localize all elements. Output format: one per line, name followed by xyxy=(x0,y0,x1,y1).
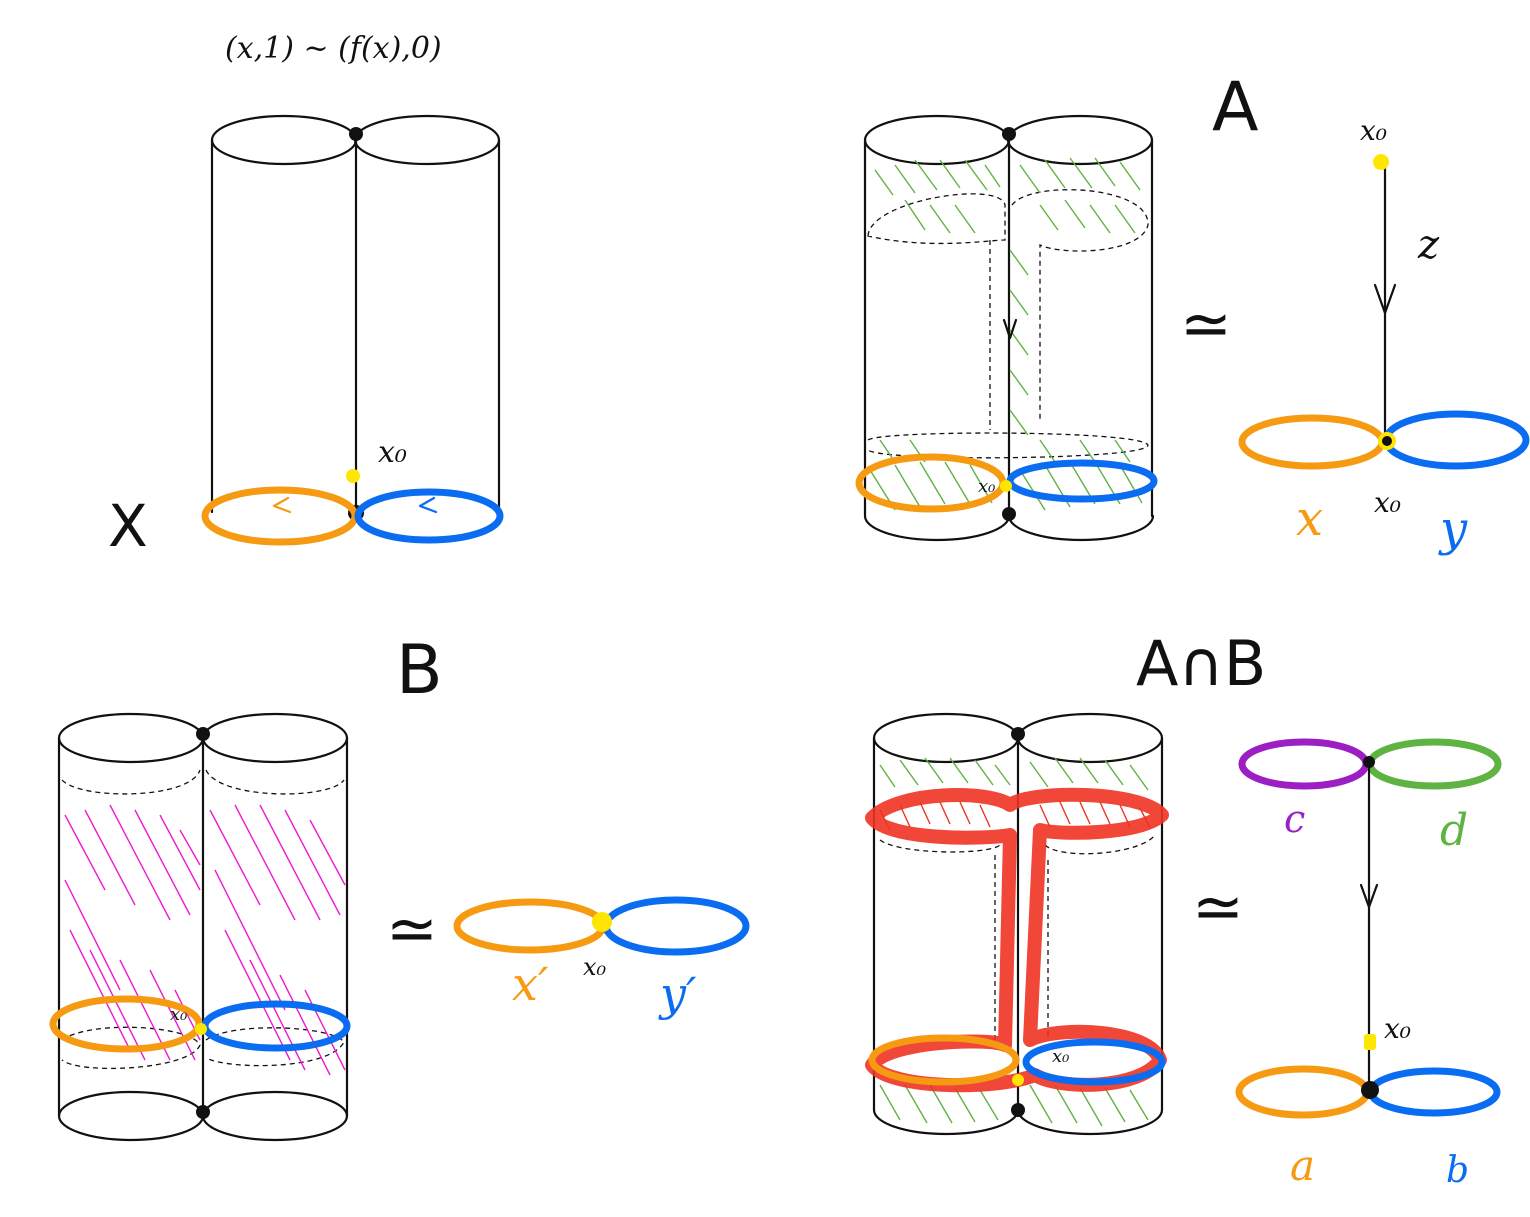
hatching-green-a xyxy=(869,157,1143,511)
loop-blue-a xyxy=(1006,459,1158,503)
cylinder-pair-acapb xyxy=(872,712,1164,1136)
label-d: d xyxy=(1440,805,1468,856)
panel-a-cap-b: A∩B x₀ ≃ xyxy=(865,627,1502,1191)
loop-orange-acapb xyxy=(868,1034,1020,1086)
label-x: x xyxy=(1296,491,1323,547)
neighbourhood-dashed-b xyxy=(61,769,345,1070)
htpy-symbol-acapb: ≃ xyxy=(1192,870,1244,943)
loop-blue-acapb xyxy=(1022,1038,1166,1086)
cylinder-pair-x xyxy=(210,114,501,521)
svg-text:x₀: x₀ xyxy=(1052,1046,1069,1067)
loop-blue-x xyxy=(354,488,504,544)
neighbourhood-dashed-acapb xyxy=(879,834,1156,1040)
htpy-symbol-a: ≃ xyxy=(1180,287,1232,360)
loop-orange-x xyxy=(201,486,359,546)
arrow-down-a xyxy=(1002,318,1018,340)
space-label-acapb: A∩B xyxy=(1136,627,1266,700)
label-y: y xyxy=(1438,501,1468,557)
space-label-b: B xyxy=(396,631,443,710)
graph-a: x₀ z x₀ x y xyxy=(1238,114,1530,557)
label-c: c xyxy=(1284,797,1305,841)
svg-text:x₀: x₀ xyxy=(1374,486,1401,519)
graph-b: x₀ x′ y′ xyxy=(453,896,750,1021)
svg-text:x₀: x₀ xyxy=(583,953,607,981)
graph-acapb: c d x₀ a b xyxy=(1235,738,1502,1191)
panel-a: A x₀ ≃ xyxy=(855,68,1530,557)
space-label-a: A xyxy=(1212,68,1259,147)
neighbourhood-dashed-a xyxy=(867,189,1149,459)
htpy-symbol-b: ≃ xyxy=(386,892,438,965)
basepoint-yellow xyxy=(346,469,360,483)
label-b: b xyxy=(1446,1150,1469,1191)
label-z: z xyxy=(1417,222,1440,268)
svg-text:x₀: x₀ xyxy=(170,1004,187,1025)
hatching-magenta-b xyxy=(64,804,346,1076)
label-xp: x′ xyxy=(512,957,549,1011)
label-a: a xyxy=(1290,1141,1315,1190)
svg-text:x₀: x₀ xyxy=(978,476,995,497)
cylinder-pair-b xyxy=(57,712,349,1142)
panel-b: B x₀ ≃ xyxy=(49,631,750,1142)
x0-label: x₀ xyxy=(378,435,407,470)
svg-text:x₀: x₀ xyxy=(1384,1012,1411,1045)
panel-x: (x,1) ~ (f(x),0) x₀ X xyxy=(108,31,504,560)
label-yp: y′ xyxy=(658,967,697,1021)
cylinder-pair-a xyxy=(863,114,1155,542)
space-label-x: X xyxy=(108,492,148,560)
hatching-green-acapb xyxy=(879,757,1149,1127)
svg-text:x₀: x₀ xyxy=(1360,114,1387,147)
formula-label: (x,1) ~ (f(x),0) xyxy=(225,31,442,66)
